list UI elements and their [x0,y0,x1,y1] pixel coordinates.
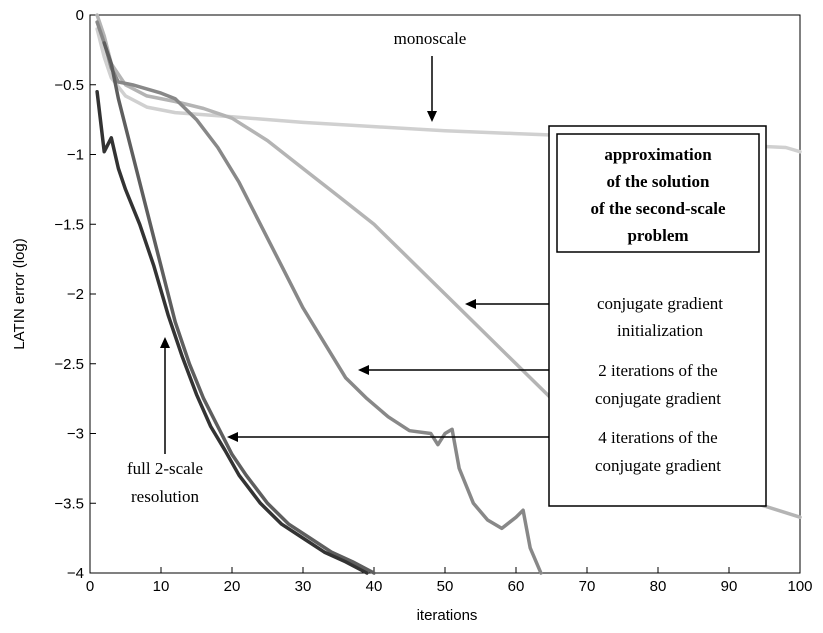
arrowhead-2iter [358,365,369,375]
series-line-4 [102,41,376,575]
box-title-line-1: approximation [604,145,712,164]
annotation-cg-init-line-1: conjugate gradient [597,294,723,313]
arrowhead-4iter [227,432,238,442]
y-tick-label: 0 [76,7,84,24]
series-line-3 [95,20,543,575]
x-axis-ticks: 0 10 20 30 40 50 60 70 80 90 100 [86,567,813,595]
arrowhead-full2scale [160,337,170,348]
x-tick-label: 80 [650,578,667,595]
annotation-2iter-line-2: conjugate gradient [595,389,721,408]
annotation-full2scale-line-1: full 2-scale [127,459,203,478]
y-tick-label: −2.5 [54,356,84,373]
y-tick-label: −0.5 [54,77,84,94]
annotation-2iter-line-1: 2 iterations of the [598,361,717,380]
x-tick-label: 100 [787,578,812,595]
x-tick-label: 50 [437,578,454,595]
x-tick-label: 40 [366,578,383,595]
x-tick-label: 70 [579,578,596,595]
annotation-4iter-line-2: conjugate gradient [595,456,721,475]
arrowhead-cg-init [465,299,476,309]
annotation-4iter-line-1: 4 iterations of the [598,428,717,447]
annotation-full2scale-line-2: resolution [131,487,199,506]
x-tick-label: 30 [295,578,312,595]
y-tick-label: −4 [67,565,84,582]
x-axis-label: iterations [417,607,478,624]
x-tick-label: 0 [86,578,94,595]
arrowhead-monoscale [427,111,437,122]
x-tick-label: 60 [508,578,525,595]
x-tick-label: 10 [153,578,170,595]
y-tick-label: −3 [67,426,84,443]
y-tick-label: −1 [67,147,84,164]
annotation-cg-init-line-2: initialization [617,321,703,340]
box-title-line-2: of the solution [607,172,711,191]
annotation-monoscale: monoscale [394,29,467,48]
y-tick-label: −3.5 [54,495,84,512]
y-tick-label: −2 [67,286,84,303]
y-axis-label: LATIN error (log) [11,238,28,349]
series-line-5 [95,89,369,575]
y-tick-label: −1.5 [54,216,84,233]
x-tick-label: 90 [721,578,738,595]
box-title-frame [556,133,760,253]
box-title-line-3: of the second-scale [590,199,725,218]
x-tick-label: 20 [224,578,241,595]
box-title-line-4: problem [627,226,688,245]
y-axis-ticks: 0 −0.5 −1 −1.5 −2 −2.5 −3 −3.5 −4 [54,7,96,582]
